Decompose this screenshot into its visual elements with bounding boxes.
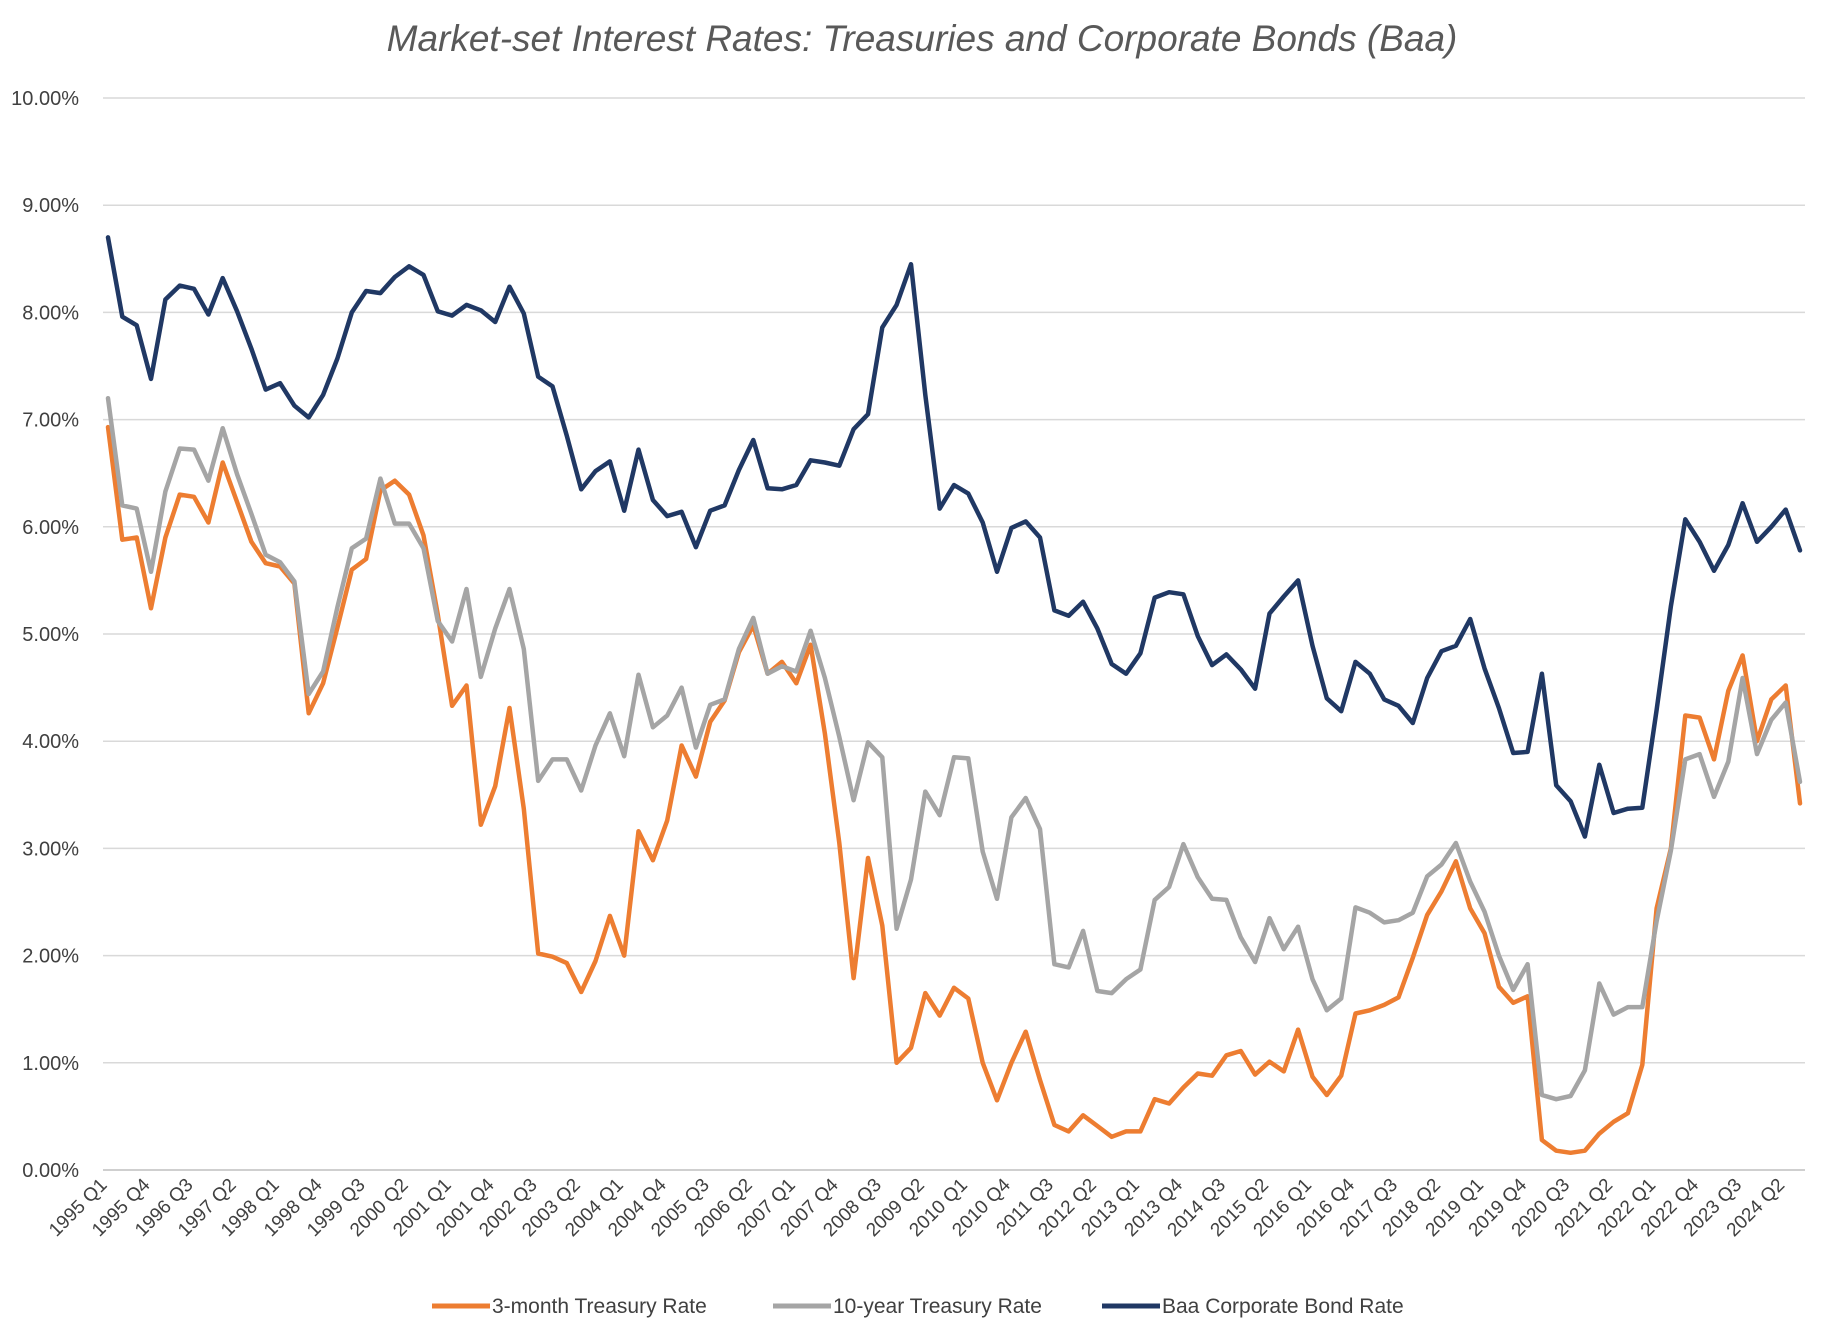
y-tick-label: 4.00%	[22, 731, 79, 753]
y-tick-label: 2.00%	[22, 946, 79, 968]
series-line-10-year-treasury-rate	[105, 395, 1803, 1102]
y-tick-label: 1.00%	[22, 1053, 79, 1075]
chart-title: Market-set Interest Rates: Treasuries an…	[386, 18, 1458, 59]
legend: 3-month Treasury Rate 10-year Treasury Ra…	[432, 1295, 1404, 1318]
series-line-3-month-treasury-rate	[105, 424, 1803, 1156]
y-tick-label: 3.00%	[22, 838, 79, 860]
y-tick-label: 6.00%	[22, 517, 79, 539]
y-tick-label: 0.00%	[22, 1160, 79, 1182]
legend-label: 10-year Treasury Rate	[833, 1295, 1042, 1318]
series-lines	[105, 235, 1803, 1156]
y-tick-label: 8.00%	[22, 302, 79, 324]
legend-label: Baa Corporate Bond Rate	[1162, 1295, 1404, 1318]
y-tick-label: 10.00%	[11, 88, 79, 110]
legend-label: 3-month Treasury Rate	[492, 1295, 707, 1318]
series-line-baa-corporate-bond-rate	[105, 235, 1803, 839]
gridlines	[103, 97, 1805, 1171]
y-axis-ticks: 0.00% 1.00% 2.00% 3.00% 4.00% 5.00% 6.00% 7.00%…	[11, 88, 79, 1182]
y-tick-label: 7.00%	[22, 410, 79, 432]
y-tick-label: 5.00%	[22, 624, 79, 646]
y-tick-label: 9.00%	[22, 195, 79, 217]
